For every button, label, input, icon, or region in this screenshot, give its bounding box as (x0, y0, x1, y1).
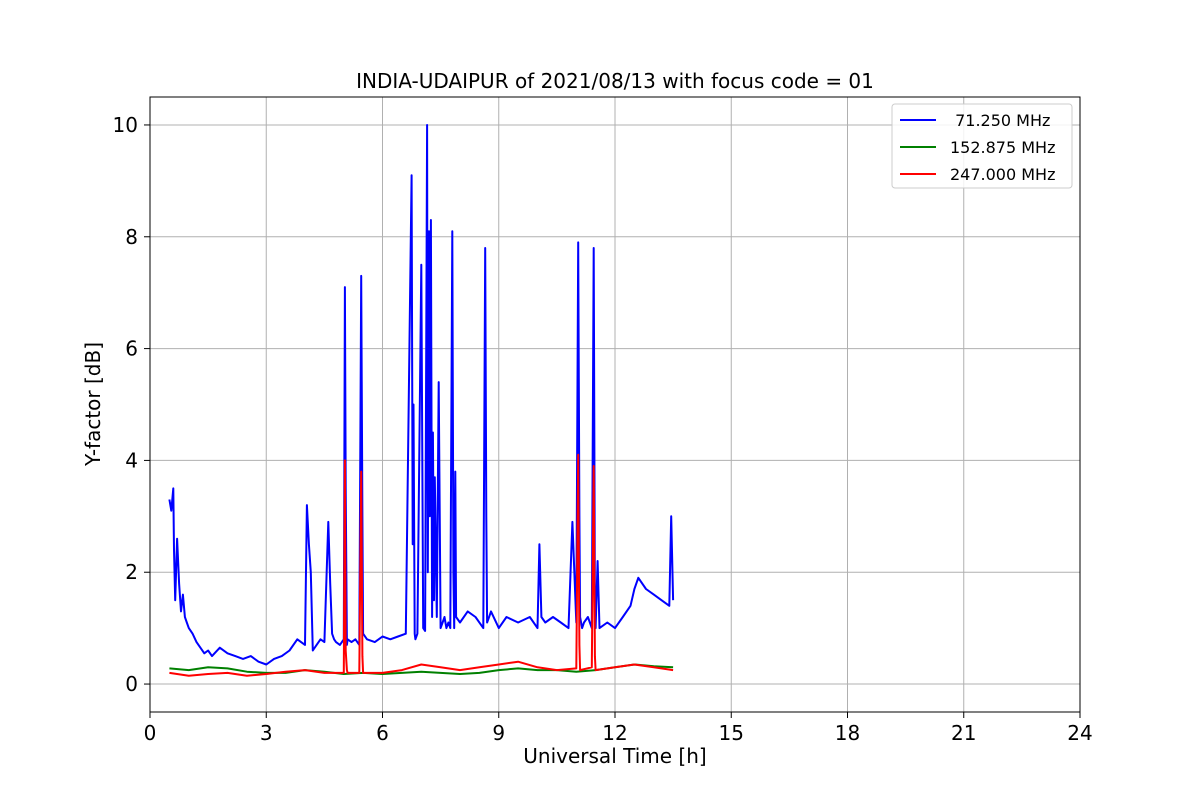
y-tick-label: 8 (125, 225, 138, 249)
legend-label: 71.250 MHz (950, 111, 1050, 130)
legend-label: 152.875 MHz (950, 138, 1055, 157)
y-tick-label: 10 (113, 113, 138, 137)
x-tick-label: 15 (719, 721, 744, 745)
legend: 71.250 MHz 152.875 MHz 247.000 MHz (891, 103, 1073, 189)
x-tick-label: 24 (1067, 721, 1092, 745)
legend-box (891, 103, 1073, 189)
series-line-2 (169, 453, 674, 677)
series-layer (168, 124, 675, 677)
y-tick-label: 0 (125, 672, 138, 696)
x-tick-label: 0 (144, 721, 157, 745)
grid (149, 97, 1081, 712)
x-tick-label: 6 (376, 721, 389, 745)
y-tick-label: 6 (125, 337, 138, 361)
x-axis: 0 3 6 9 12 15 18 21 24 (144, 712, 1093, 745)
x-tick-label: 3 (260, 721, 273, 745)
x-tick-label: 18 (835, 721, 860, 745)
chart-title: INDIA-UDAIPUR of 2021/08/13 with focus c… (356, 69, 874, 93)
series-line-1 (169, 663, 674, 675)
x-tick-label: 9 (492, 721, 505, 745)
y-axis-label: Y-factor [dB] (81, 342, 105, 467)
y-tick-label: 4 (125, 448, 138, 472)
series-line-0 (168, 124, 675, 666)
y-tick-label: 2 (125, 560, 138, 584)
x-tick-label: 21 (951, 721, 976, 745)
legend-label: 247.000 MHz (950, 165, 1055, 184)
y-axis: 0 2 4 6 8 10 (113, 113, 150, 696)
x-axis-label: Universal Time [h] (523, 744, 706, 768)
x-tick-label: 12 (602, 721, 627, 745)
